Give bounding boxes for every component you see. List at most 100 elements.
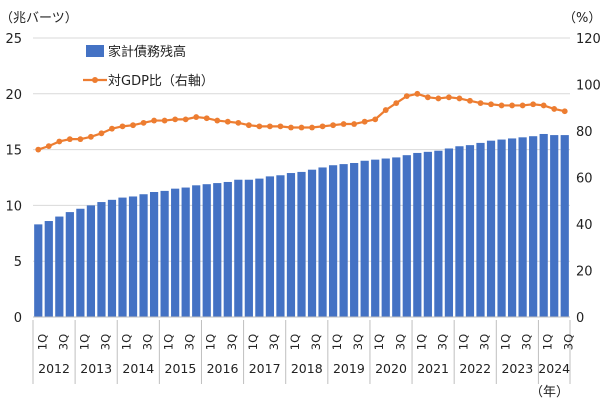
right-tick-label: 80 — [576, 125, 593, 140]
gdp-ratio-marker — [393, 100, 400, 106]
debt-bar — [402, 155, 411, 317]
gdp-ratio-marker — [245, 122, 252, 129]
debt-bar — [497, 139, 506, 317]
right-tick-label: 0 — [576, 311, 584, 326]
quarter-label: 1Q — [288, 334, 302, 350]
quarter-label: 3Q — [435, 334, 449, 350]
gdp-ratio-marker — [130, 122, 136, 129]
gdp-ratio-marker — [319, 123, 326, 130]
gdp-ratio-marker — [446, 94, 452, 101]
debt-bar — [55, 216, 64, 317]
gdp-ratio-line — [35, 90, 568, 153]
gdp-ratio-marker — [119, 123, 126, 130]
quarter-label: 1Q — [541, 334, 555, 350]
year-label: 2016 — [207, 361, 239, 376]
quarter-label: 3Q — [141, 334, 155, 350]
quarter-label: 3Q — [478, 334, 492, 350]
gdp-ratio-marker — [140, 119, 147, 126]
year-label: 2012 — [38, 361, 70, 376]
gdp-ratio-marker — [456, 95, 463, 102]
gdp-ratio-marker — [467, 97, 473, 104]
debt-bar — [255, 178, 264, 317]
quarter-label: 3Q — [225, 334, 239, 350]
debt-bar — [213, 183, 222, 317]
quarter-label: 1Q — [456, 334, 470, 350]
legend-label-ratio: 対GDP比（右軸） — [108, 74, 214, 89]
quarter-label: 1Q — [246, 334, 260, 350]
gdp-ratio-marker — [66, 136, 73, 143]
debt-bar — [65, 212, 74, 317]
debt-bar — [107, 199, 117, 317]
gdp-ratio-marker — [540, 102, 547, 109]
gdp-ratio-marker — [109, 125, 115, 132]
left-tick-label: 0 — [14, 311, 22, 326]
debt-bar — [455, 146, 464, 317]
quarter-label: 1Q — [35, 334, 49, 350]
debt-bar — [507, 138, 517, 317]
gdp-ratio-marker — [414, 90, 421, 97]
debt-bar — [318, 167, 327, 317]
debt-bar — [560, 135, 569, 317]
debt-bar — [413, 152, 422, 317]
debt-bar — [244, 179, 253, 317]
debt-bar — [423, 151, 432, 317]
gdp-ratio-marker — [193, 114, 200, 120]
quarter-label: 3Q — [562, 334, 576, 350]
quarter-label: 1Q — [499, 334, 513, 350]
debt-bar — [97, 202, 106, 317]
gdp-ratio-marker — [372, 116, 379, 123]
quarter-label: 3Q — [56, 334, 70, 350]
left-tick-label: 20 — [5, 88, 22, 103]
gdp-ratio-marker — [361, 118, 368, 125]
quarter-label: 3Q — [183, 334, 197, 350]
quarter-label: 3Q — [309, 334, 323, 350]
left-tick-label: 5 — [14, 255, 22, 270]
year-label: 2024 — [538, 361, 570, 376]
gdp-ratio-marker — [382, 107, 389, 113]
gdp-ratio-marker — [235, 119, 242, 126]
debt-bar — [307, 169, 317, 317]
gdp-ratio-marker — [330, 122, 336, 129]
gdp-ratio-marker — [424, 94, 431, 101]
left-tick-label: 25 — [5, 32, 22, 47]
debt-bar — [550, 135, 559, 317]
debt-bar — [139, 194, 148, 317]
gdp-ratio-marker — [35, 146, 42, 153]
year-label: 2014 — [122, 361, 154, 376]
debt-bar — [360, 160, 369, 317]
gdp-ratio-marker — [224, 118, 231, 125]
year-label: 2023 — [501, 361, 533, 376]
gdp-ratio-marker — [477, 100, 484, 106]
year-label: 2019 — [333, 361, 365, 376]
gdp-ratio-marker — [151, 117, 157, 124]
year-label: 2017 — [249, 361, 281, 376]
year-label: 2020 — [375, 361, 407, 376]
debt-bar — [128, 196, 138, 317]
gdp-ratio-marker — [530, 101, 537, 108]
right-tick-label: 40 — [576, 218, 593, 233]
gdp-ratio-marker — [519, 102, 526, 109]
gdp-ratio-marker — [551, 106, 558, 112]
debt-bar — [234, 179, 243, 317]
debt-bar — [276, 175, 285, 317]
debt-bar — [265, 176, 275, 317]
right-tick-label: 60 — [576, 172, 593, 187]
quarter-label: 3Q — [98, 334, 112, 350]
right-tick-label: 100 — [576, 79, 601, 94]
x-axis: 2012 2013 2014 2015 2016 2017 2018 2019 2020 2021… — [32, 316, 576, 384]
debt-bar — [476, 142, 485, 317]
gdp-ratio-marker — [403, 93, 410, 100]
quarter-label: 1Q — [330, 334, 344, 350]
debt-bar — [297, 171, 306, 317]
gdp-ratio-marker — [172, 116, 179, 123]
debt-bar — [192, 185, 201, 317]
legend-label-debt: 家計債務残高 — [108, 44, 186, 60]
gdp-ratio-marker — [288, 124, 294, 131]
gdp-ratio-marker — [77, 136, 84, 143]
x-axis-unit: （年） — [530, 385, 569, 400]
quarter-label: 1Q — [372, 334, 386, 350]
left-axis-ticks: 0 5 10 15 20 25 — [5, 32, 22, 326]
debt-bar — [539, 133, 548, 317]
debt-bar — [86, 205, 96, 317]
left-axis-unit: （兆バーツ） — [0, 11, 78, 26]
